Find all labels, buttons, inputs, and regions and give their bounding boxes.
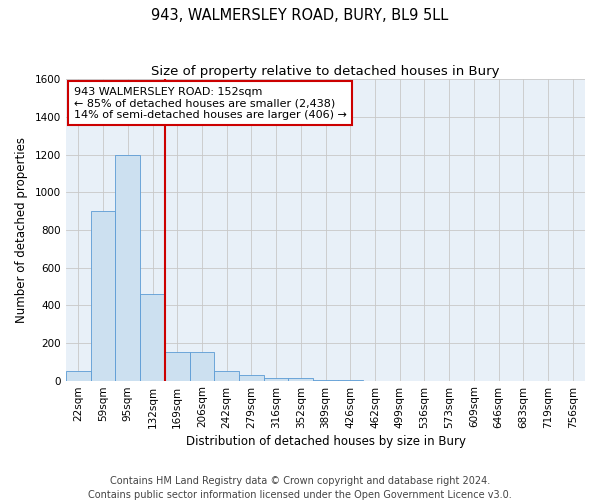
Y-axis label: Number of detached properties: Number of detached properties [15, 137, 28, 323]
Text: Contains HM Land Registry data © Crown copyright and database right 2024.
Contai: Contains HM Land Registry data © Crown c… [88, 476, 512, 500]
Bar [239, 375, 264, 380]
Bar [264, 378, 289, 380]
Bar [190, 352, 214, 380]
Text: 943 WALMERSLEY ROAD: 152sqm
← 85% of detached houses are smaller (2,438)
14% of : 943 WALMERSLEY ROAD: 152sqm ← 85% of det… [74, 86, 347, 120]
Bar [66, 371, 91, 380]
Bar [165, 352, 190, 380]
Bar [214, 371, 239, 380]
X-axis label: Distribution of detached houses by size in Bury: Distribution of detached houses by size … [185, 434, 466, 448]
Title: Size of property relative to detached houses in Bury: Size of property relative to detached ho… [151, 65, 500, 78]
Bar [115, 154, 140, 380]
Bar [91, 211, 115, 380]
Bar [140, 294, 165, 380]
Text: 943, WALMERSLEY ROAD, BURY, BL9 5LL: 943, WALMERSLEY ROAD, BURY, BL9 5LL [151, 8, 449, 22]
Bar [289, 378, 313, 380]
